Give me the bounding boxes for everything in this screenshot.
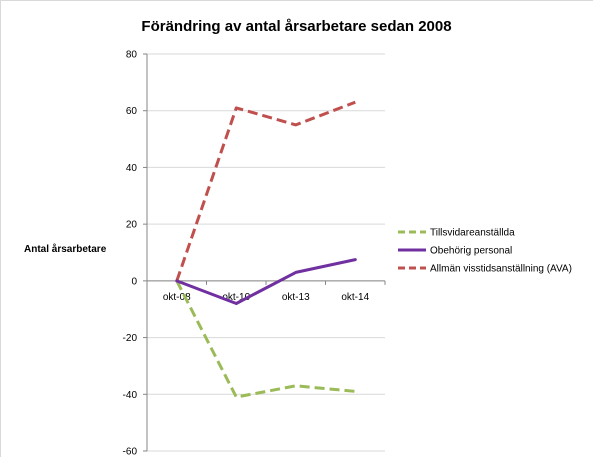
y-tick-label: 20 bbox=[126, 220, 138, 231]
legend-label: Obehörig personal bbox=[430, 246, 512, 257]
y-tick-label: 40 bbox=[126, 163, 138, 174]
chart-title: Förändring av antal årsarbetare sedan 20… bbox=[141, 18, 452, 35]
series-line-1 bbox=[175, 258, 357, 305]
series-lines bbox=[175, 100, 357, 399]
x-tick-label: okt-14 bbox=[341, 292, 369, 303]
series-line-2 bbox=[175, 100, 356, 282]
y-tick-label: -40 bbox=[123, 390, 138, 401]
y-tick-label: -60 bbox=[123, 447, 138, 457]
y-tick-label: -20 bbox=[123, 333, 138, 344]
y-axis-label: Antal årsarbetare bbox=[24, 244, 107, 255]
series-line-0 bbox=[175, 280, 356, 399]
y-tick-label: 60 bbox=[126, 106, 138, 117]
x-tick-label: okt-10 bbox=[222, 292, 250, 303]
legend: Tillsvidareanställda Obehörig personal All… bbox=[398, 228, 572, 275]
legend-label: Tillsvidareanställda bbox=[430, 228, 515, 239]
x-axis-ticks: okt-08 okt-10 okt-13 okt-14 bbox=[146, 280, 386, 303]
legend-label: Allmän visstidsanställning (AVA) bbox=[430, 264, 572, 275]
x-tick-label: okt-08 bbox=[163, 292, 191, 303]
gridlines bbox=[147, 53, 385, 452]
y-tick-label: 0 bbox=[131, 276, 137, 287]
y-tick-label: 80 bbox=[126, 50, 138, 61]
y-axis-ticks: 80 60 40 20 0 -20 -40 -60 bbox=[123, 50, 147, 457]
x-tick-label: okt-13 bbox=[282, 292, 310, 303]
